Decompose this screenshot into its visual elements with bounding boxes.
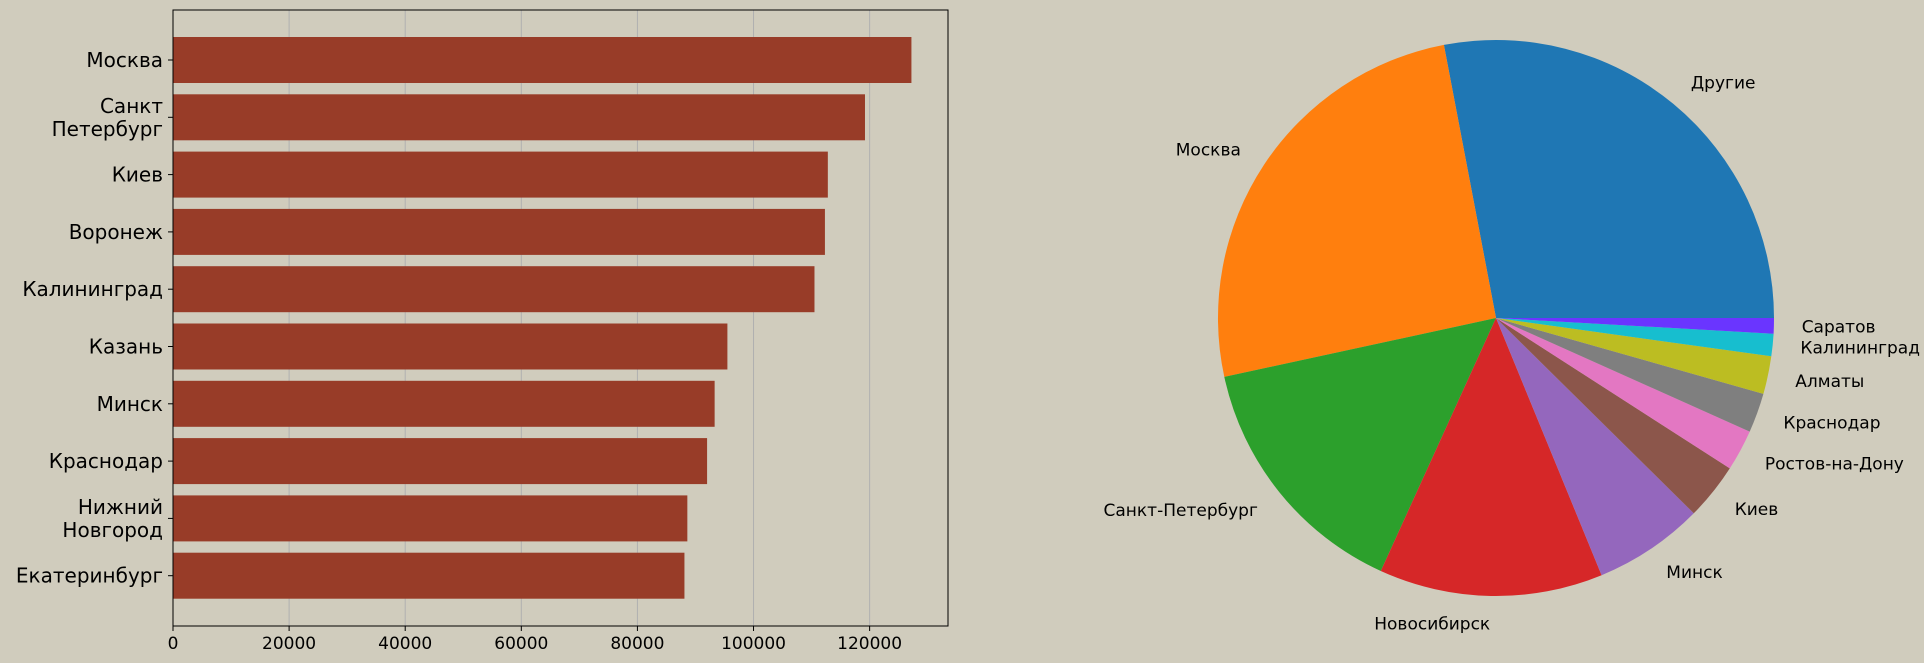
y-tick-label: Минск bbox=[97, 392, 163, 416]
pie-slice bbox=[1217, 44, 1496, 377]
plot-frame bbox=[172, 9, 949, 627]
bar bbox=[173, 94, 865, 141]
bar bbox=[173, 323, 728, 370]
bar-chart: Москва Санкт Петербург Киев Воронеж Калинингр… bbox=[16, 9, 949, 654]
y-tick-label: Нижний Новгород bbox=[62, 495, 163, 542]
y-tick-label: Калининград bbox=[22, 277, 163, 301]
y-tick-label: Москва bbox=[86, 48, 163, 72]
pie-label: Москва bbox=[1176, 140, 1241, 160]
bar bbox=[173, 208, 825, 255]
pie-slice bbox=[1380, 318, 1602, 597]
x-tick-label: 100000 bbox=[721, 634, 786, 654]
pie-label: Алматы bbox=[1795, 372, 1864, 392]
pie-slice bbox=[1224, 318, 1496, 571]
x-tick-label: 40000 bbox=[378, 634, 432, 654]
y-tick-label: Казань bbox=[89, 335, 163, 359]
bar bbox=[173, 266, 815, 313]
pie-label: Ростов-на-Дону bbox=[1765, 455, 1904, 475]
pie-label: Краснодар bbox=[1783, 414, 1880, 434]
x-tick-label: 80000 bbox=[610, 634, 664, 654]
pie-label: Киев bbox=[1735, 500, 1779, 520]
bar bbox=[173, 151, 828, 198]
y-tick-label: Краснодар bbox=[49, 449, 163, 473]
pie-chart: Другие Москва Санкт-Петербург Новосибирск Ми… bbox=[1104, 39, 1920, 635]
pie-slice bbox=[1496, 318, 1730, 514]
bar bbox=[173, 495, 688, 542]
bar bbox=[173, 552, 685, 599]
pie-slice bbox=[1443, 39, 1774, 319]
y-tick-label: Киев bbox=[112, 163, 163, 187]
x-tick-label: 120000 bbox=[837, 634, 902, 654]
pie-slice bbox=[1496, 318, 1764, 432]
pie-label: Минск bbox=[1666, 563, 1722, 583]
pie-slice bbox=[1496, 318, 1774, 357]
pie-label: Новосибирск bbox=[1374, 615, 1490, 635]
x-tick-label: 0 bbox=[168, 634, 179, 654]
pie-slice bbox=[1496, 318, 1694, 576]
y-tick-label: Воронеж bbox=[69, 220, 163, 244]
bar bbox=[173, 380, 715, 427]
x-tick-label: 20000 bbox=[262, 634, 316, 654]
bar bbox=[173, 37, 912, 83]
y-tick-label: Санкт Петербург bbox=[52, 94, 164, 141]
y-tick-label: Екатеринбург bbox=[16, 564, 163, 588]
pie-slice bbox=[1496, 318, 1772, 394]
pie-label: Санкт-Петербург bbox=[1104, 501, 1258, 521]
bar bbox=[173, 438, 708, 485]
pie-label: Саратов bbox=[1802, 318, 1876, 338]
pie-label: Другие bbox=[1691, 73, 1756, 93]
pie-label: Калининград bbox=[1800, 339, 1920, 359]
pie-slice bbox=[1496, 318, 1775, 334]
x-tick-label: 60000 bbox=[494, 634, 548, 654]
pie-slice bbox=[1496, 318, 1750, 469]
